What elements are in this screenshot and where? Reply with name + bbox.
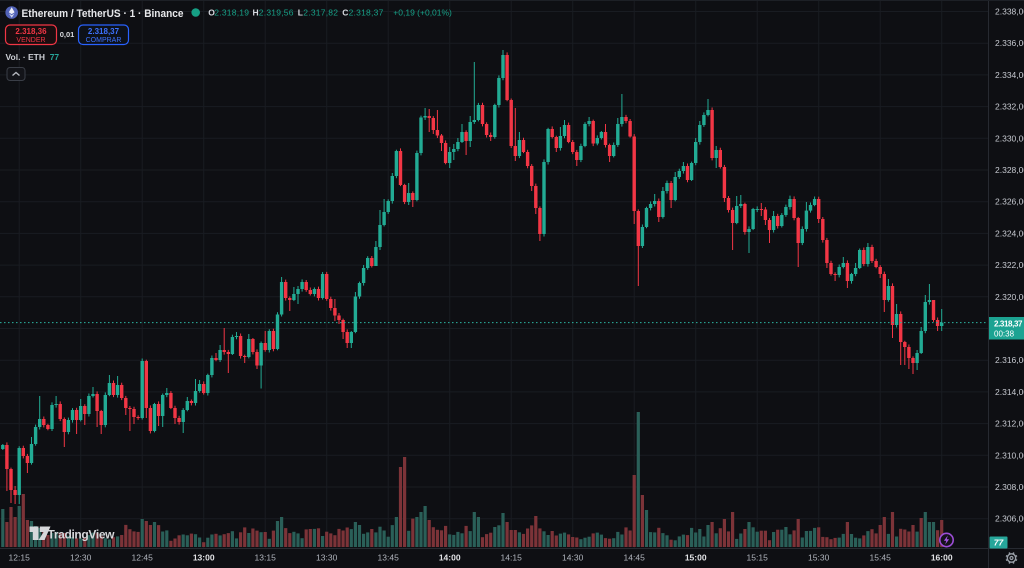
svg-text:14:15: 14:15 — [501, 553, 523, 563]
svg-text:2.314,00: 2.314,00 — [995, 387, 1024, 397]
svg-text:2.332,00: 2.332,00 — [995, 102, 1024, 112]
svg-text:2.324,00: 2.324,00 — [995, 228, 1024, 238]
svg-text:2.328,00: 2.328,00 — [995, 165, 1024, 175]
svg-text:2.312,00: 2.312,00 — [995, 419, 1024, 429]
svg-text:2.334,00: 2.334,00 — [995, 70, 1024, 80]
svg-text:15:45: 15:45 — [870, 553, 892, 563]
svg-text:14:45: 14:45 — [624, 553, 646, 563]
svg-text:13:30: 13:30 — [316, 553, 338, 563]
svg-text:TradingView: TradingView — [48, 528, 116, 542]
svg-text:2.336,00: 2.336,00 — [995, 38, 1024, 48]
svg-text:2.318,37: 2.318,37 — [994, 319, 1023, 328]
svg-text:12:15: 12:15 — [9, 553, 31, 563]
svg-text:2.306,00: 2.306,00 — [995, 514, 1024, 524]
svg-text:0,01: 0,01 — [60, 30, 75, 39]
svg-text:12:30: 12:30 — [70, 553, 92, 563]
svg-text:13:00: 13:00 — [193, 553, 215, 563]
svg-text:13:15: 13:15 — [255, 553, 277, 563]
svg-text:2.338,00: 2.338,00 — [995, 7, 1024, 17]
svg-text:16:00: 16:00 — [931, 553, 953, 563]
svg-text:Ethereum / TetherUS · 1 · Bina: Ethereum / TetherUS · 1 · Binance — [22, 8, 184, 20]
svg-text:COMPRAR: COMPRAR — [86, 37, 122, 44]
svg-text:14:00: 14:00 — [439, 553, 461, 563]
svg-text:VENDER: VENDER — [16, 37, 45, 44]
svg-text:2.320,00: 2.320,00 — [995, 292, 1024, 302]
svg-text:2.322,00: 2.322,00 — [995, 260, 1024, 270]
svg-text:14:30: 14:30 — [562, 553, 584, 563]
svg-text:2.318,37: 2.318,37 — [88, 27, 120, 36]
svg-text:77: 77 — [50, 52, 60, 62]
svg-text:13:45: 13:45 — [378, 553, 400, 563]
svg-text:15:30: 15:30 — [808, 553, 830, 563]
svg-text:2.318,36: 2.318,36 — [15, 27, 47, 36]
svg-text:77: 77 — [994, 537, 1005, 547]
svg-text:2.310,00: 2.310,00 — [995, 450, 1024, 460]
svg-text:15:15: 15:15 — [747, 553, 769, 563]
svg-text:12:45: 12:45 — [132, 553, 154, 563]
svg-text:15:00: 15:00 — [685, 553, 707, 563]
svg-text:Vol. · ETH: Vol. · ETH — [6, 52, 46, 62]
svg-text:2.330,00: 2.330,00 — [995, 133, 1024, 143]
svg-text:2.308,00: 2.308,00 — [995, 482, 1024, 492]
svg-text:2.316,00: 2.316,00 — [995, 355, 1024, 365]
svg-text:2.326,00: 2.326,00 — [995, 197, 1024, 207]
svg-text:00:38: 00:38 — [994, 329, 1015, 338]
